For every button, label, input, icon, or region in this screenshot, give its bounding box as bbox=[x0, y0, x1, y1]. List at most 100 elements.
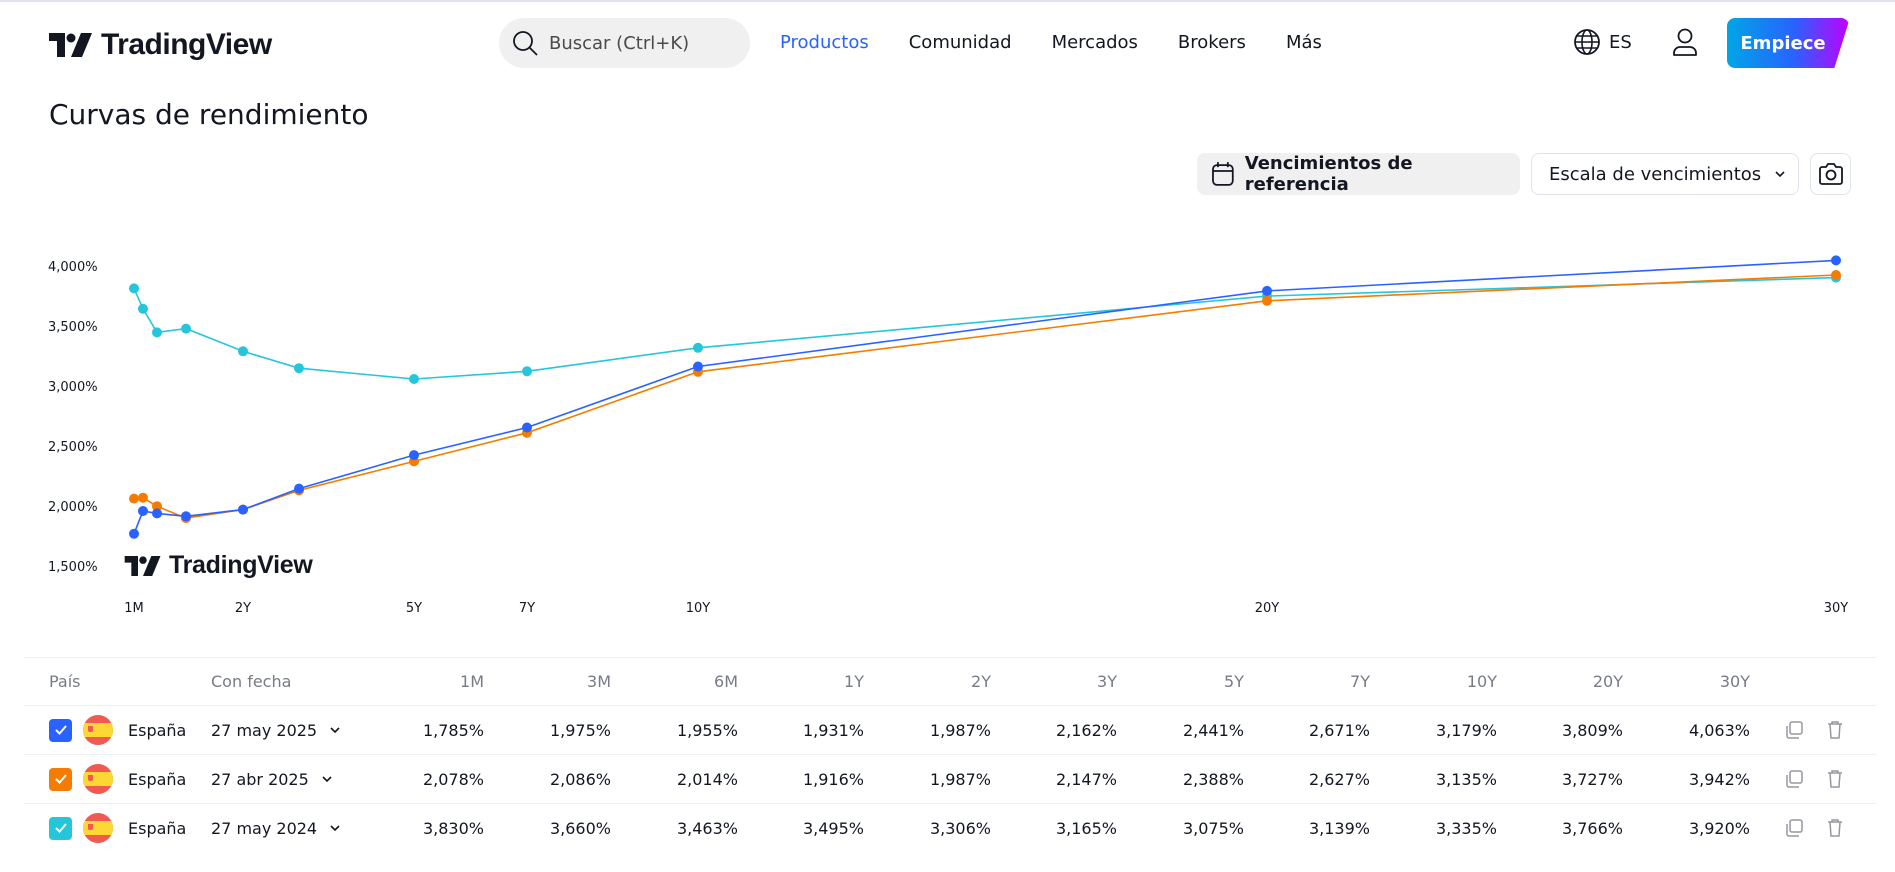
yield-5y: 2,388% bbox=[1182, 769, 1244, 789]
chart-watermark: TradingView bbox=[124, 551, 313, 580]
data-point[interactable] bbox=[138, 492, 148, 503]
nav-brokers[interactable]: Brokers bbox=[1177, 32, 1246, 53]
data-point[interactable] bbox=[181, 323, 191, 334]
date-selector[interactable]: 27 abr 2025 bbox=[211, 755, 333, 803]
data-point[interactable] bbox=[1831, 255, 1841, 266]
country-name: España bbox=[128, 720, 187, 740]
table-row: España 27 may 2025 1,785% 1,975% 1,955% 1,931… bbox=[24, 705, 1876, 754]
copy-icon bbox=[1786, 770, 1803, 788]
logo-text: TradingView bbox=[101, 28, 272, 61]
data-point[interactable] bbox=[238, 504, 248, 515]
yield-20y: 3,809% bbox=[1561, 720, 1623, 740]
data-point[interactable] bbox=[409, 456, 419, 467]
delete-button[interactable] bbox=[1826, 706, 1844, 754]
data-point[interactable] bbox=[1262, 285, 1272, 296]
yield-3m: 1,975% bbox=[549, 720, 611, 740]
user-menu-button[interactable] bbox=[1671, 27, 1699, 61]
data-point[interactable] bbox=[129, 283, 139, 294]
header-20y[interactable]: 20Y bbox=[1592, 672, 1623, 691]
data-point[interactable] bbox=[1262, 295, 1272, 306]
data-point[interactable] bbox=[294, 363, 304, 374]
header-3m[interactable]: 3M bbox=[587, 672, 611, 691]
header-2y[interactable]: 2Y bbox=[971, 672, 991, 691]
data-point[interactable] bbox=[152, 501, 162, 512]
data-point[interactable] bbox=[238, 346, 248, 357]
table-row: España 27 abr 2025 2,078% 2,086% 2,014% 1,916… bbox=[24, 754, 1876, 803]
data-point[interactable] bbox=[522, 422, 532, 433]
data-point[interactable] bbox=[1831, 270, 1841, 280]
delete-button[interactable] bbox=[1826, 755, 1844, 803]
snapshot-button[interactable] bbox=[1810, 153, 1851, 195]
header-7y[interactable]: 7Y bbox=[1350, 672, 1370, 691]
search-placeholder: Buscar (Ctrl+K) bbox=[549, 32, 690, 54]
top-border bbox=[0, 0, 1895, 2]
series-checkbox[interactable] bbox=[49, 718, 72, 742]
data-point[interactable] bbox=[522, 427, 532, 438]
y-tick-2000: 2,000% bbox=[48, 500, 98, 515]
data-point[interactable] bbox=[181, 511, 191, 522]
maturity-scale-dropdown[interactable]: Escala de vencimientos bbox=[1531, 153, 1799, 195]
duplicate-button[interactable] bbox=[1784, 706, 1804, 754]
table-row: España 27 may 2024 3,830% 3,660% 3,463% 3,495… bbox=[24, 803, 1876, 852]
tv-logo-icon bbox=[49, 33, 92, 57]
date-value: 27 abr 2025 bbox=[211, 769, 309, 789]
data-point[interactable] bbox=[409, 450, 419, 461]
data-point[interactable] bbox=[294, 483, 304, 494]
maturity-scale-label: Escala de vencimientos bbox=[1549, 163, 1762, 185]
data-point[interactable] bbox=[693, 361, 703, 372]
series-checkbox[interactable] bbox=[49, 816, 72, 840]
header-30y[interactable]: 30Y bbox=[1719, 672, 1750, 691]
get-started-button[interactable]: Empiece bbox=[1727, 18, 1849, 68]
data-point[interactable] bbox=[138, 506, 148, 516]
data-point[interactable] bbox=[294, 485, 304, 496]
data-point[interactable] bbox=[152, 327, 162, 338]
data-point[interactable] bbox=[693, 366, 703, 377]
search-input[interactable]: Buscar (Ctrl+K) bbox=[499, 18, 750, 68]
header-10y[interactable]: 10Y bbox=[1466, 672, 1497, 691]
header-1m[interactable]: 1M bbox=[460, 672, 484, 691]
nav-comunidad[interactable]: Comunidad bbox=[908, 32, 1012, 53]
yield-10y: 3,179% bbox=[1435, 720, 1497, 740]
tradingview-logo[interactable]: TradingView bbox=[49, 28, 272, 62]
data-point[interactable] bbox=[129, 528, 139, 539]
nav-mercados[interactable]: Mercados bbox=[1051, 32, 1138, 53]
yield-1m: 2,078% bbox=[422, 769, 484, 789]
header-5y[interactable]: 5Y bbox=[1224, 672, 1244, 691]
reference-maturities-label: Vencimientos de referencia bbox=[1244, 153, 1413, 195]
spain-flag-icon bbox=[83, 715, 113, 745]
data-point[interactable] bbox=[238, 504, 248, 515]
reference-maturities-button[interactable]: Vencimientos de referencia bbox=[1197, 153, 1520, 195]
header-3y[interactable]: 3Y bbox=[1097, 672, 1117, 691]
data-point[interactable] bbox=[181, 513, 191, 524]
yield-3y: 2,147% bbox=[1055, 769, 1117, 789]
duplicate-button[interactable] bbox=[1784, 755, 1804, 803]
yield-1y: 3,495% bbox=[802, 818, 864, 838]
data-point[interactable] bbox=[693, 342, 703, 353]
yield-30y: 3,942% bbox=[1688, 769, 1750, 789]
data-point[interactable] bbox=[129, 493, 139, 504]
data-point[interactable] bbox=[138, 303, 148, 314]
camera-icon bbox=[1818, 163, 1843, 185]
main-nav: Productos Comunidad Mercados Brokers Más bbox=[780, 32, 1362, 53]
header-date[interactable]: Con fecha bbox=[211, 672, 292, 691]
data-point[interactable] bbox=[1831, 272, 1841, 283]
yield-20y: 3,727% bbox=[1561, 769, 1623, 789]
delete-button[interactable] bbox=[1826, 804, 1844, 852]
data-point[interactable] bbox=[152, 508, 162, 519]
nav-productos[interactable]: Productos bbox=[780, 32, 869, 53]
duplicate-button[interactable] bbox=[1784, 804, 1804, 852]
nav-mas[interactable]: Más bbox=[1285, 32, 1322, 53]
date-selector[interactable]: 27 may 2025 bbox=[211, 706, 341, 754]
yield-20y: 3,766% bbox=[1561, 818, 1623, 838]
country-name: España bbox=[128, 769, 187, 789]
data-point[interactable] bbox=[1262, 291, 1272, 302]
header-6m[interactable]: 6M bbox=[714, 672, 738, 691]
data-point[interactable] bbox=[522, 366, 532, 377]
date-value: 27 may 2025 bbox=[211, 720, 318, 740]
language-selector[interactable]: ES bbox=[1573, 28, 1632, 56]
series-checkbox[interactable] bbox=[49, 767, 72, 791]
yield-7y: 2,627% bbox=[1308, 769, 1370, 789]
header-1y[interactable]: 1Y bbox=[844, 672, 864, 691]
date-selector[interactable]: 27 may 2024 bbox=[211, 804, 341, 852]
data-point[interactable] bbox=[409, 374, 419, 384]
